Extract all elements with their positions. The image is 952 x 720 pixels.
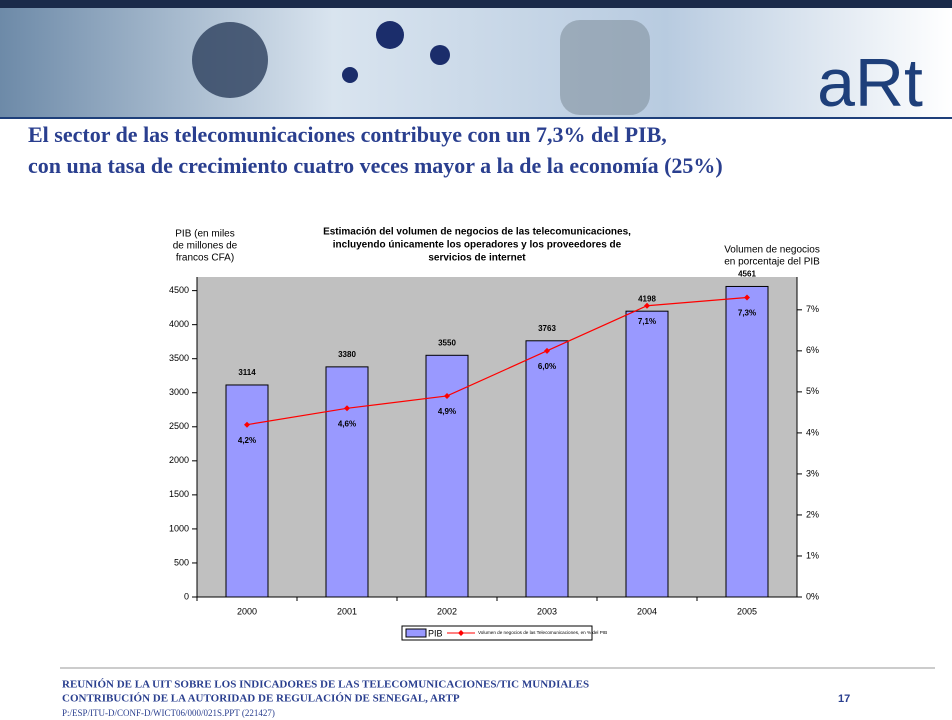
- bar-value-label: 3380: [338, 350, 356, 359]
- y-axis-label: de millones de: [173, 241, 238, 252]
- legend-swatch: [406, 629, 426, 637]
- y2-tick-label: 2%: [806, 509, 819, 519]
- header-strip: [0, 0, 952, 8]
- bar: [426, 355, 468, 597]
- x-tick-label: 2004: [637, 606, 657, 616]
- bar: [626, 311, 668, 597]
- y-axis-label: francos CFA): [176, 253, 234, 264]
- x-tick-label: 2001: [337, 606, 357, 616]
- y-tick-label: 3000: [169, 387, 189, 397]
- y-tick-label: 2000: [169, 455, 189, 465]
- bar: [526, 341, 568, 597]
- line-value-label: 4,6%: [338, 419, 356, 428]
- bar-value-label: 3763: [538, 324, 556, 333]
- x-tick-label: 2000: [237, 606, 257, 616]
- slide-title: El sector de las telecomunicaciones cont…: [28, 122, 667, 147]
- y-tick-label: 1000: [169, 523, 189, 533]
- y-tick-label: 500: [174, 557, 189, 567]
- y2-tick-label: 0%: [806, 591, 819, 601]
- header-banner: [0, 0, 952, 118]
- y-tick-label: 3500: [169, 353, 189, 363]
- bar: [226, 385, 268, 597]
- footer-text: P:/ESP/ITU-D/CONF-D/WICT06/000/021S.PPT …: [62, 708, 275, 718]
- slide: aRt El sector de las telecomunicaciones …: [0, 0, 952, 720]
- banner-shape: [192, 22, 268, 98]
- line-value-label: 4,2%: [238, 436, 256, 445]
- banner-shape: [342, 67, 358, 83]
- bar: [726, 286, 768, 597]
- y2-tick-label: 6%: [806, 345, 819, 355]
- page-number: 17: [838, 693, 850, 705]
- chart-title: Estimación del volumen de negocios de la…: [323, 227, 631, 238]
- line-value-label: 7,3%: [738, 309, 756, 318]
- bar: [326, 367, 368, 597]
- y2-tick-label: 3%: [806, 468, 819, 478]
- line-value-label: 4,9%: [438, 407, 456, 416]
- bar-value-label: 4198: [638, 294, 656, 303]
- y2-tick-label: 7%: [806, 304, 819, 314]
- x-tick-label: 2003: [537, 606, 557, 616]
- banner-shape: [430, 45, 450, 65]
- y2-tick-label: 1%: [806, 550, 819, 560]
- footer-text: REUNIÓN DE LA UIT SOBRE LOS INDICADORES …: [62, 679, 589, 691]
- bar-value-label: 3114: [238, 368, 256, 377]
- y2-axis-label: en porcentaje del PIB: [724, 257, 820, 268]
- slide-title: con una tasa de crecimiento cuatro veces…: [28, 153, 723, 178]
- y-tick-label: 4000: [169, 319, 189, 329]
- line-value-label: 7,1%: [638, 317, 656, 326]
- logo: aRt: [817, 45, 923, 121]
- plot-area: [197, 277, 797, 597]
- legend-label: Volumen de negocios de las Telecomunicac…: [478, 630, 607, 635]
- y2-tick-label: 4%: [806, 427, 819, 437]
- banner-shape: [560, 20, 650, 115]
- y2-tick-label: 5%: [806, 386, 819, 396]
- footer-text: CONTRIBUCIÓN DE LA AUTORIDAD DE REGULACI…: [62, 693, 460, 705]
- y2-axis-label: Volumen de negocios: [724, 245, 820, 256]
- y-tick-label: 0: [184, 591, 189, 601]
- x-tick-label: 2005: [737, 606, 757, 616]
- line-value-label: 6,0%: [538, 362, 556, 371]
- legend-label: PIB: [428, 628, 443, 638]
- y-tick-label: 4500: [169, 285, 189, 295]
- banner-shape: [376, 21, 404, 49]
- chart-title: incluyendo únicamente los operadores y l…: [333, 240, 622, 251]
- y-tick-label: 1500: [169, 489, 189, 499]
- y-axis-label: PIB (en miles: [175, 229, 234, 240]
- chart-title: servicios de internet: [428, 253, 526, 264]
- bar-value-label: 4561: [738, 270, 756, 279]
- bar-value-label: 3550: [438, 338, 456, 347]
- x-tick-label: 2002: [437, 606, 457, 616]
- y-tick-label: 2500: [169, 421, 189, 431]
